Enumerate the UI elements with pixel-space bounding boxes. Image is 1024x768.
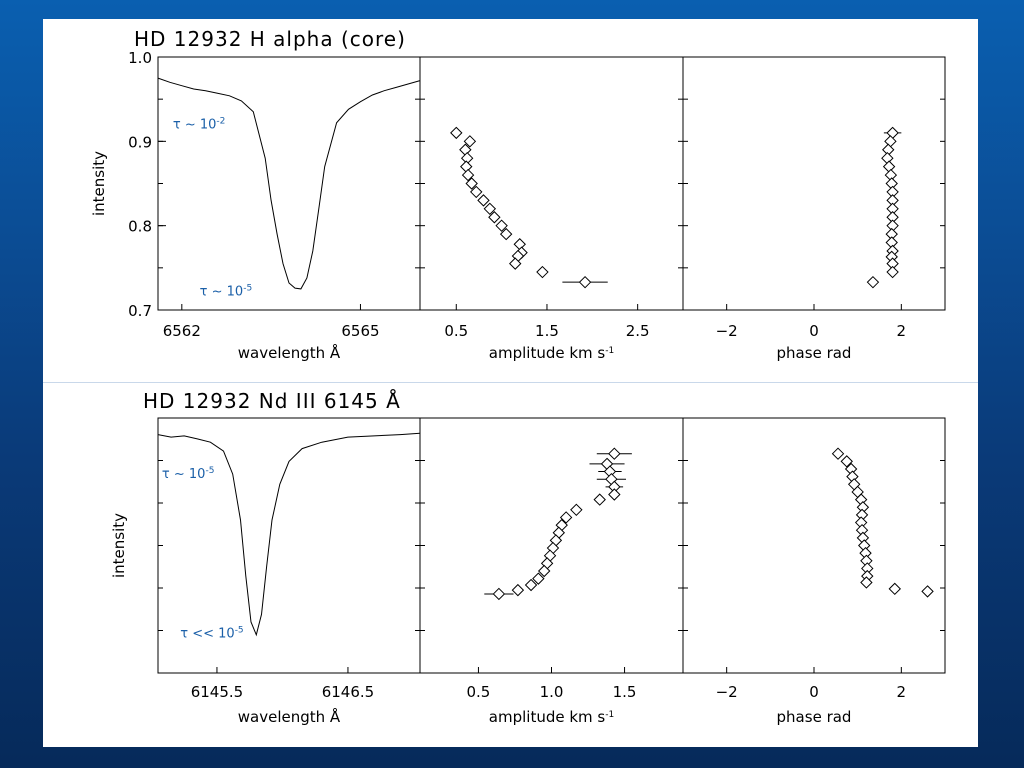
chart-6-xlabel: phase rad	[777, 708, 852, 726]
chart-4-xlabel: wavelength Å	[238, 707, 341, 726]
chart-3-xtick-label: −2	[716, 322, 738, 340]
chart-1-ytick-label: 0.8	[128, 218, 152, 236]
chart-3-data-point	[866, 275, 880, 289]
chart-3-xtick-label: 2	[897, 322, 907, 340]
chart-3-frame	[682, 56, 946, 311]
chart-2-xtick-label: 0.5	[444, 322, 468, 340]
figure-panel	[43, 19, 978, 747]
chart-2-xtick-label: 1.5	[535, 322, 559, 340]
chart-5-xtick-label: 0.5	[467, 683, 491, 701]
chart-1-xtick-label: 6562	[163, 322, 201, 340]
chart-6-data-point	[860, 576, 873, 589]
chart-3-data-point	[881, 151, 894, 165]
chart-5-xtick-label: 1.0	[540, 683, 564, 701]
chart-5-data-point	[537, 564, 551, 578]
chart-5-xtick-label: 1.5	[613, 683, 637, 701]
chart-4-title: HD 12932 Nd III 6145 Å	[143, 389, 401, 413]
chart-5-data-point	[608, 488, 621, 501]
chart-3-xtick-label: 0	[809, 322, 819, 340]
chart-5-data-point	[492, 587, 506, 601]
chart-5-data-point	[570, 503, 583, 517]
chart-5-data-point	[608, 447, 621, 460]
section-divider	[43, 382, 978, 383]
chart-2-data-point	[470, 185, 483, 199]
chart-4-xtick-label: 6146.5	[322, 683, 375, 701]
chart-2-data-point	[578, 275, 592, 289]
chart-1-ytick-label: 0.9	[128, 133, 152, 151]
chart-4-optical-depth-annotation: τ << 10-5	[180, 625, 243, 641]
chart-5-data-point	[511, 583, 525, 597]
chart-2-xtick-label: 2.5	[626, 322, 650, 340]
chart-2-xlabel-exponent: -1	[605, 346, 614, 356]
chart-5-data-point	[532, 572, 545, 585]
chart-1-spectrum-line	[157, 77, 421, 290]
chart-2-data-point	[477, 194, 490, 207]
chart-6-frame	[682, 417, 946, 674]
chart-2-data-point	[495, 219, 508, 232]
chart-5-xlabel: amplitude km s-1	[489, 708, 614, 726]
chart-6-data-point	[888, 582, 901, 596]
chart-5-xlabel-base: amplitude km s	[489, 708, 606, 726]
chart-3-xlabel: phase rad	[777, 344, 852, 362]
chart-2-data-point	[513, 238, 526, 251]
chart-2-data-point	[450, 126, 463, 140]
chart-1-optical-depth-annotation: τ ~ 10-5	[200, 284, 253, 300]
chart-2-data-point	[499, 227, 513, 241]
chart-1-optical-depth-annotation-base: τ ~ 10	[200, 285, 244, 300]
chart-3-data-point	[886, 126, 899, 140]
chart-4-optical-depth-annotation-base: τ ~ 10	[162, 467, 206, 482]
chart-4-optical-depth-annotation-exponent: -5	[205, 466, 214, 476]
chart-6-xtick-label: 0	[809, 683, 819, 701]
chart-3-data-point	[886, 265, 899, 279]
chart-4-ylabel: intensity	[110, 513, 128, 578]
chart-1-optical-depth-annotation: τ ~ 10-2	[173, 117, 226, 133]
chart-2-data-point	[461, 168, 475, 182]
chart-1-ytick-label: 1.0	[128, 49, 152, 67]
chart-2-data-point	[465, 177, 478, 190]
chart-2-data-point	[460, 160, 473, 173]
chart-1-xtick-label: 6565	[341, 322, 379, 340]
chart-4-optical-depth-annotation-base: τ << 10	[180, 626, 234, 641]
chart-1-frame	[157, 56, 421, 311]
chart-2-data-point	[536, 265, 549, 279]
chart-2-data-point	[463, 135, 477, 148]
chart-1-optical-depth-annotation-exponent: -2	[216, 117, 225, 127]
chart-6-data-point	[840, 455, 853, 468]
chart-4-optical-depth-annotation: τ ~ 10-5	[162, 466, 215, 482]
chart-6-data-point	[831, 447, 845, 460]
chart-2-data-point	[483, 202, 497, 216]
chart-6-xtick-label: −2	[716, 683, 738, 701]
chart-4-optical-depth-annotation-exponent: -5	[235, 625, 244, 635]
chart-2-data-point	[509, 257, 522, 270]
chart-3-data-point	[882, 160, 896, 173]
chart-1-title: HD 12932 H alpha (core)	[134, 27, 406, 51]
chart-1-optical-depth-annotation-exponent: -5	[243, 284, 252, 294]
chart-1-ytick-label: 0.7	[128, 302, 152, 320]
chart-2-xlabel-base: amplitude km s	[489, 344, 606, 362]
chart-3-data-point	[884, 135, 897, 148]
chart-5-data-point	[559, 511, 573, 524]
chart-2-data-point	[488, 211, 501, 224]
chart-5-data-point	[524, 578, 538, 592]
chart-6-xtick-label: 2	[897, 683, 907, 701]
chart-6-data-point	[921, 585, 934, 598]
chart-2-xlabel: amplitude km s-1	[489, 344, 614, 362]
chart-4-xtick-label: 6145.5	[191, 683, 244, 701]
chart-5-data-point	[593, 493, 606, 506]
chart-2-frame	[419, 56, 684, 311]
chart-1-optical-depth-annotation-base: τ ~ 10	[173, 118, 217, 133]
chart-1-ylabel: intensity	[90, 151, 108, 216]
chart-5-xlabel-exponent: -1	[605, 710, 614, 720]
chart-1-xlabel: wavelength Å	[238, 343, 341, 362]
chart-4-spectrum-line	[157, 432, 421, 637]
